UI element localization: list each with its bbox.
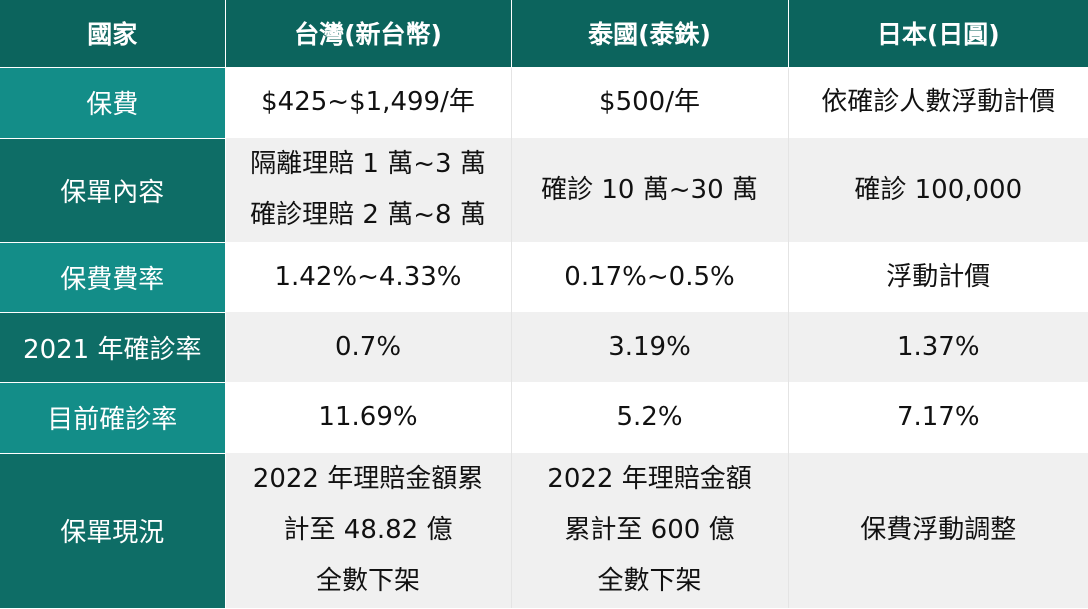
row-label: 保費費率: [0, 242, 226, 313]
table-row: 保費費率 1.42%~4.33% 0.17%~0.5% 浮動計價: [0, 242, 1088, 313]
cell-line: 2022 年理賠金額: [547, 464, 752, 495]
row-label: 目前確診率: [0, 382, 226, 454]
row-label: 保單內容: [0, 138, 226, 243]
cell-line: 0.17%~0.5%: [564, 261, 735, 292]
table-row: 2021 年確診率 0.7% 3.19% 1.37%: [0, 312, 1088, 383]
row-label: 2021 年確診率: [0, 312, 226, 383]
cell-line: 1.42%~4.33%: [274, 261, 462, 292]
cell-taiwan: 11.69%: [225, 382, 512, 453]
cell-taiwan: 隔離理賠 1 萬~3 萬 確診理賠 2 萬~8 萬: [225, 138, 512, 242]
cell-line: 全數下架: [597, 565, 702, 596]
cell-japan: 浮動計價: [788, 242, 1088, 312]
cell-taiwan: 0.7%: [225, 312, 512, 382]
cell-taiwan: $425~$1,499/年: [225, 67, 512, 138]
header-thailand: 泰國(泰銖): [511, 0, 789, 68]
cell-line: 隔離理賠 1 萬~3 萬: [250, 149, 486, 180]
cell-line: 依確診人數浮動計價: [821, 87, 1056, 118]
cell-line: 0.7%: [334, 331, 402, 362]
cell-line: $500/年: [599, 87, 700, 118]
cell-line: 確診 100,000: [854, 174, 1023, 205]
cell-line: 1.37%: [896, 331, 980, 362]
cell-japan: 1.37%: [788, 312, 1088, 382]
cell-taiwan: 2022 年理賠金額累 計至 48.82 億 全數下架: [225, 453, 512, 608]
cell-line: 2022 年理賠金額累: [252, 464, 484, 495]
cell-japan: 確診 100,000: [788, 138, 1088, 242]
header-japan: 日本(日圓): [788, 0, 1088, 68]
cell-line: 11.69%: [318, 402, 418, 433]
cell-line: 確診 10 萬~30 萬: [541, 174, 758, 205]
row-label: 保單現況: [0, 453, 226, 609]
row-label: 保費: [0, 67, 226, 139]
cell-line: 全數下架: [315, 565, 420, 596]
cell-line: 浮動計價: [886, 261, 991, 292]
cell-line: 5.2%: [616, 402, 683, 433]
cell-thailand: 2022 年理賠金額 累計至 600 億 全數下架: [511, 453, 789, 608]
header-row: 國家 台灣(新台幣) 泰國(泰銖) 日本(日圓): [0, 0, 1088, 68]
cell-japan: 保費浮動調整: [788, 453, 1088, 608]
cell-thailand: 確診 10 萬~30 萬: [511, 138, 789, 242]
cell-line: 7.17%: [896, 402, 980, 433]
cell-line: 計至 48.82 億: [283, 515, 453, 546]
cell-thailand: 0.17%~0.5%: [511, 242, 789, 312]
header-category: 國家: [0, 0, 226, 68]
table-row: 保單現況 2022 年理賠金額累 計至 48.82 億 全數下架 2022 年理…: [0, 453, 1088, 609]
cell-japan: 依確診人數浮動計價: [788, 67, 1088, 138]
cell-thailand: 3.19%: [511, 312, 789, 382]
cell-thailand: $500/年: [511, 67, 789, 138]
cell-line: 累計至 600 億: [564, 515, 735, 546]
cell-line: $425~$1,499/年: [261, 87, 475, 118]
table-row: 目前確診率 11.69% 5.2% 7.17%: [0, 382, 1088, 454]
cell-line: 保費浮動調整: [860, 515, 1017, 546]
cell-line: 確診理賠 2 萬~8 萬: [250, 200, 486, 230]
cell-taiwan: 1.42%~4.33%: [225, 242, 512, 312]
header-taiwan: 台灣(新台幣): [225, 0, 512, 68]
cell-japan: 7.17%: [788, 382, 1088, 453]
table-row: 保費 $425~$1,499/年 $500/年 依確診人數浮動計價: [0, 67, 1088, 139]
table-row: 保單內容 隔離理賠 1 萬~3 萬 確診理賠 2 萬~8 萬 確診 10 萬~3…: [0, 138, 1088, 243]
cell-thailand: 5.2%: [511, 382, 789, 453]
cell-line: 3.19%: [608, 331, 691, 362]
